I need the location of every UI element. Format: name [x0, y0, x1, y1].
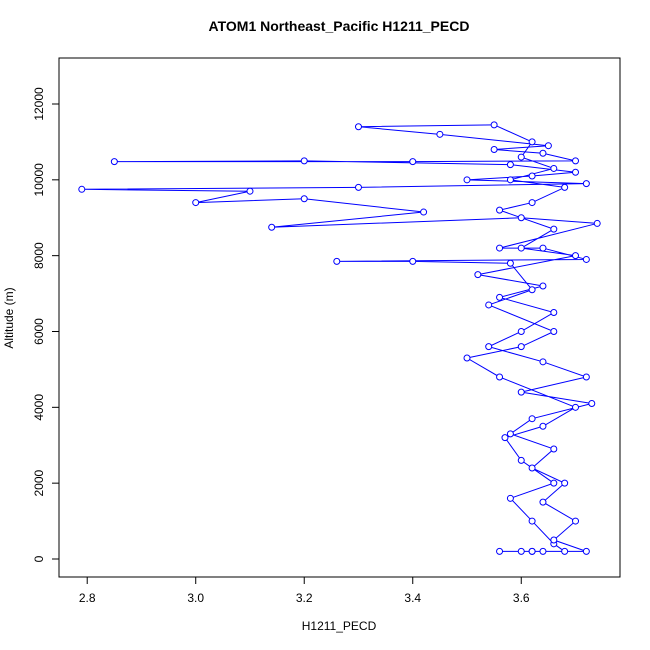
data-point	[561, 183, 569, 191]
data-point	[463, 176, 471, 184]
y-tick-label: 0	[32, 555, 46, 562]
x-tick-label: 3.4	[404, 591, 421, 605]
data-point	[300, 195, 308, 203]
data-point	[572, 157, 580, 165]
chart-title: ATOM1 Northeast_Pacific H1211_PECD	[209, 18, 470, 34]
data-point	[550, 445, 558, 453]
data-point	[517, 214, 525, 222]
data-point	[409, 158, 417, 166]
data-point	[539, 498, 547, 506]
data-point	[550, 536, 558, 544]
data-point	[333, 257, 341, 265]
x-tick-label: 3.2	[296, 591, 313, 605]
data-point	[110, 158, 118, 166]
data-point	[496, 206, 504, 214]
data-point	[268, 223, 276, 231]
y-tick-label: 12000	[32, 87, 46, 121]
data-point	[582, 180, 590, 188]
data-point	[528, 415, 536, 423]
data-point	[550, 309, 558, 317]
data-point	[300, 157, 308, 165]
data-point	[572, 168, 580, 176]
data-point	[517, 244, 525, 252]
data-point	[550, 327, 558, 335]
x-tick-label: 2.8	[79, 591, 96, 605]
data-point	[463, 354, 471, 362]
data-point	[593, 219, 601, 227]
data-point	[246, 187, 254, 195]
data-point	[506, 430, 514, 438]
data-line	[81, 124, 598, 552]
x-axis-label: H1211_PECD	[302, 619, 377, 633]
data-point	[528, 199, 536, 207]
data-point	[539, 244, 547, 252]
data-point	[506, 494, 514, 502]
data-point	[582, 547, 590, 555]
data-point	[528, 464, 536, 472]
data-point	[517, 547, 525, 555]
plot-frame	[58, 57, 621, 578]
x-tick-label: 3.0	[187, 591, 204, 605]
data-point	[517, 153, 525, 161]
data-point	[528, 517, 536, 525]
y-tick-label: 8000	[32, 242, 46, 269]
x-tick-label: 3.6	[513, 591, 530, 605]
data-point	[528, 138, 536, 146]
data-point	[436, 130, 444, 138]
data-point	[561, 479, 569, 487]
data-point	[490, 145, 498, 153]
data-point	[501, 434, 509, 442]
data-point	[496, 244, 504, 252]
data-point	[539, 358, 547, 366]
data-point	[539, 282, 547, 290]
data-point	[490, 121, 498, 129]
data-point	[539, 547, 547, 555]
data-point	[539, 149, 547, 157]
y-tick-label: 4000	[32, 394, 46, 421]
data-point	[517, 456, 525, 464]
data-point	[550, 479, 558, 487]
y-tick-label: 10000	[32, 163, 46, 197]
data-point	[409, 257, 417, 265]
data-point	[354, 183, 362, 191]
data-point	[517, 327, 525, 335]
data-point	[572, 252, 580, 260]
data-point	[588, 400, 596, 408]
data-point	[582, 373, 590, 381]
data-point	[582, 255, 590, 263]
data-point	[192, 199, 200, 207]
data-point	[544, 142, 552, 150]
data-point	[517, 343, 525, 351]
data-point	[528, 547, 536, 555]
data-point	[572, 517, 580, 525]
data-point	[496, 373, 504, 381]
data-point	[485, 343, 493, 351]
data-point	[539, 422, 547, 430]
data-point	[506, 259, 514, 267]
data-point	[506, 161, 514, 169]
data-point	[550, 164, 558, 172]
data-point	[528, 286, 536, 294]
data-point	[517, 388, 525, 396]
data-point	[78, 185, 86, 193]
data-point	[528, 172, 536, 180]
y-tick-label: 6000	[32, 318, 46, 345]
data-point	[572, 403, 580, 411]
data-point	[561, 547, 569, 555]
y-axis-label: Altitude (m)	[2, 287, 16, 348]
data-point	[496, 293, 504, 301]
data-point	[496, 547, 504, 555]
data-point	[550, 225, 558, 233]
data-point	[420, 208, 428, 216]
y-tick-label: 2000	[32, 469, 46, 496]
data-point	[485, 301, 493, 309]
data-point	[506, 176, 514, 184]
data-point	[354, 123, 362, 131]
data-point	[474, 271, 482, 279]
